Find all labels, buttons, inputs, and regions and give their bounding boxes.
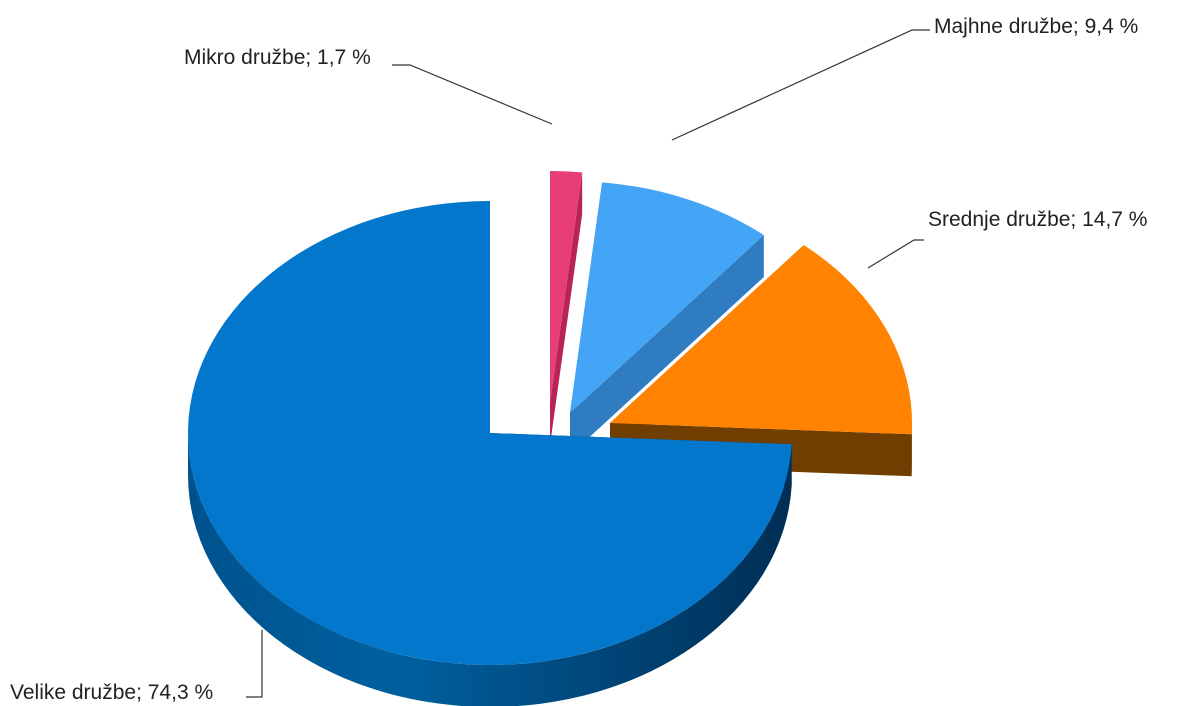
data-label-velike: Velike družbe; 74,3 % <box>10 681 213 704</box>
leader-line-majhne <box>671 29 930 141</box>
pie-slice-majhne <box>570 182 764 455</box>
data-label-majhne: Majhne družbe; 9,4 % <box>934 15 1138 38</box>
data-label-mikro: Mikro družbe; 1,7 % <box>184 46 371 69</box>
slice-top-srednje <box>610 245 913 435</box>
slice-top-majhne <box>570 182 764 413</box>
data-label-srednje: Srednje družbe; 14,7 % <box>928 208 1147 231</box>
slice-side-velike <box>188 433 792 706</box>
pie-slice-mikro <box>550 171 583 445</box>
leader-line-velike <box>246 630 263 698</box>
slice-top-velike <box>188 200 792 665</box>
leader-line-srednje <box>867 239 924 269</box>
slice-face-mikro-1 <box>550 172 583 445</box>
pie-slice-velike <box>188 200 792 706</box>
leader-line-mikro <box>392 64 553 125</box>
slice-face-majhne-1 <box>570 235 764 455</box>
pie-slices <box>188 171 913 706</box>
slice-top-mikro <box>550 171 583 403</box>
